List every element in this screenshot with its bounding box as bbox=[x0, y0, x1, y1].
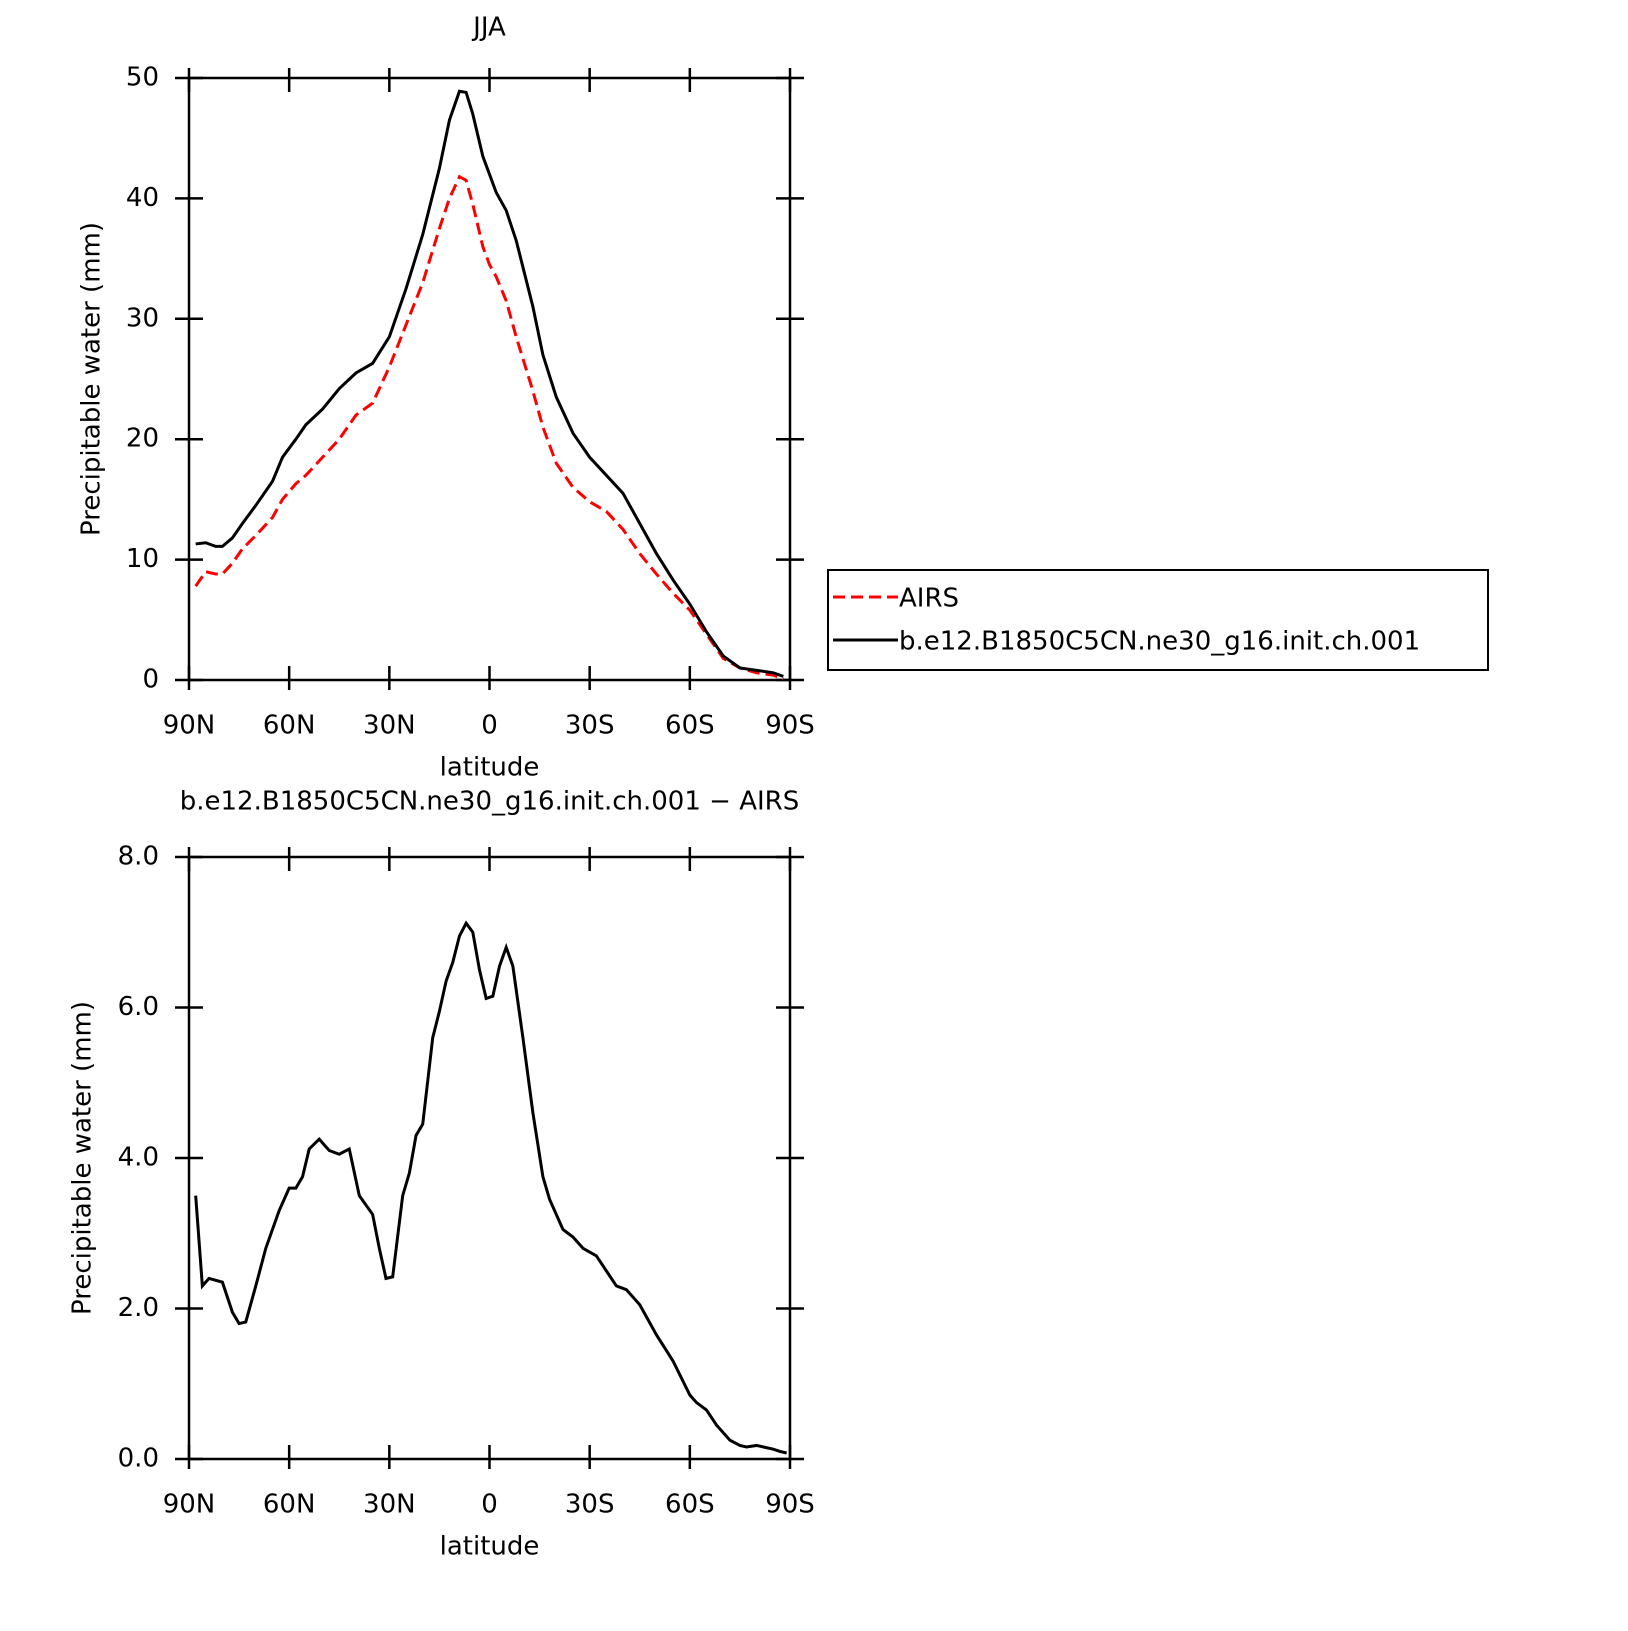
x-tick-label: 30S bbox=[565, 711, 615, 741]
x-tick-label: 60N bbox=[263, 711, 316, 741]
y-tick-label: 0 bbox=[142, 665, 159, 695]
y-axis-label: Precipitable water (mm) bbox=[77, 222, 107, 536]
chart-title: b.e12.B1850C5CN.ne30_g16.init.ch.001 − A… bbox=[180, 787, 799, 817]
x-tick-label: 30S bbox=[565, 1490, 615, 1520]
y-tick-label: 40 bbox=[126, 183, 159, 213]
x-tick-label: 30N bbox=[363, 1490, 416, 1520]
y-tick-label: 50 bbox=[126, 63, 159, 93]
y-tick-label: 0.0 bbox=[118, 1444, 159, 1474]
x-tick-label: 90N bbox=[163, 1490, 216, 1520]
x-tick-label: 90N bbox=[163, 711, 216, 741]
plot-frame bbox=[187, 855, 792, 1461]
x-tick-label: 30N bbox=[363, 711, 416, 741]
x-axis-label: latitude bbox=[440, 1532, 540, 1562]
x-tick-label: 0 bbox=[481, 711, 498, 741]
data-line bbox=[194, 174, 784, 681]
y-tick-label: 8.0 bbox=[118, 842, 159, 872]
data-line bbox=[195, 89, 784, 678]
y-tick-label: 2.0 bbox=[118, 1293, 159, 1323]
x-tick-label: 0 bbox=[481, 1490, 498, 1520]
x-tick-label: 60S bbox=[665, 1490, 715, 1520]
y-tick-label: 30 bbox=[126, 303, 159, 333]
legend-box bbox=[827, 569, 1489, 671]
x-tick-label: 60S bbox=[665, 711, 715, 741]
legend-label: AIRS bbox=[899, 584, 959, 614]
data-line bbox=[194, 920, 787, 1455]
y-tick-label: 10 bbox=[126, 544, 159, 574]
x-tick-label: 60N bbox=[263, 1490, 316, 1520]
y-axis-label: Precipitable water (mm) bbox=[68, 1001, 98, 1315]
plot-frame bbox=[187, 76, 792, 682]
y-tick-label: 20 bbox=[126, 424, 159, 454]
chart-title: JJA bbox=[471, 13, 506, 43]
x-tick-label: 90S bbox=[765, 1490, 815, 1520]
legend-label: b.e12.B1850C5CN.ne30_g16.init.ch.001 bbox=[899, 627, 1420, 657]
x-tick-label: 90S bbox=[765, 711, 815, 741]
y-tick-label: 4.0 bbox=[118, 1143, 159, 1173]
x-axis-label: latitude bbox=[440, 753, 540, 783]
y-tick-label: 6.0 bbox=[118, 992, 159, 1022]
